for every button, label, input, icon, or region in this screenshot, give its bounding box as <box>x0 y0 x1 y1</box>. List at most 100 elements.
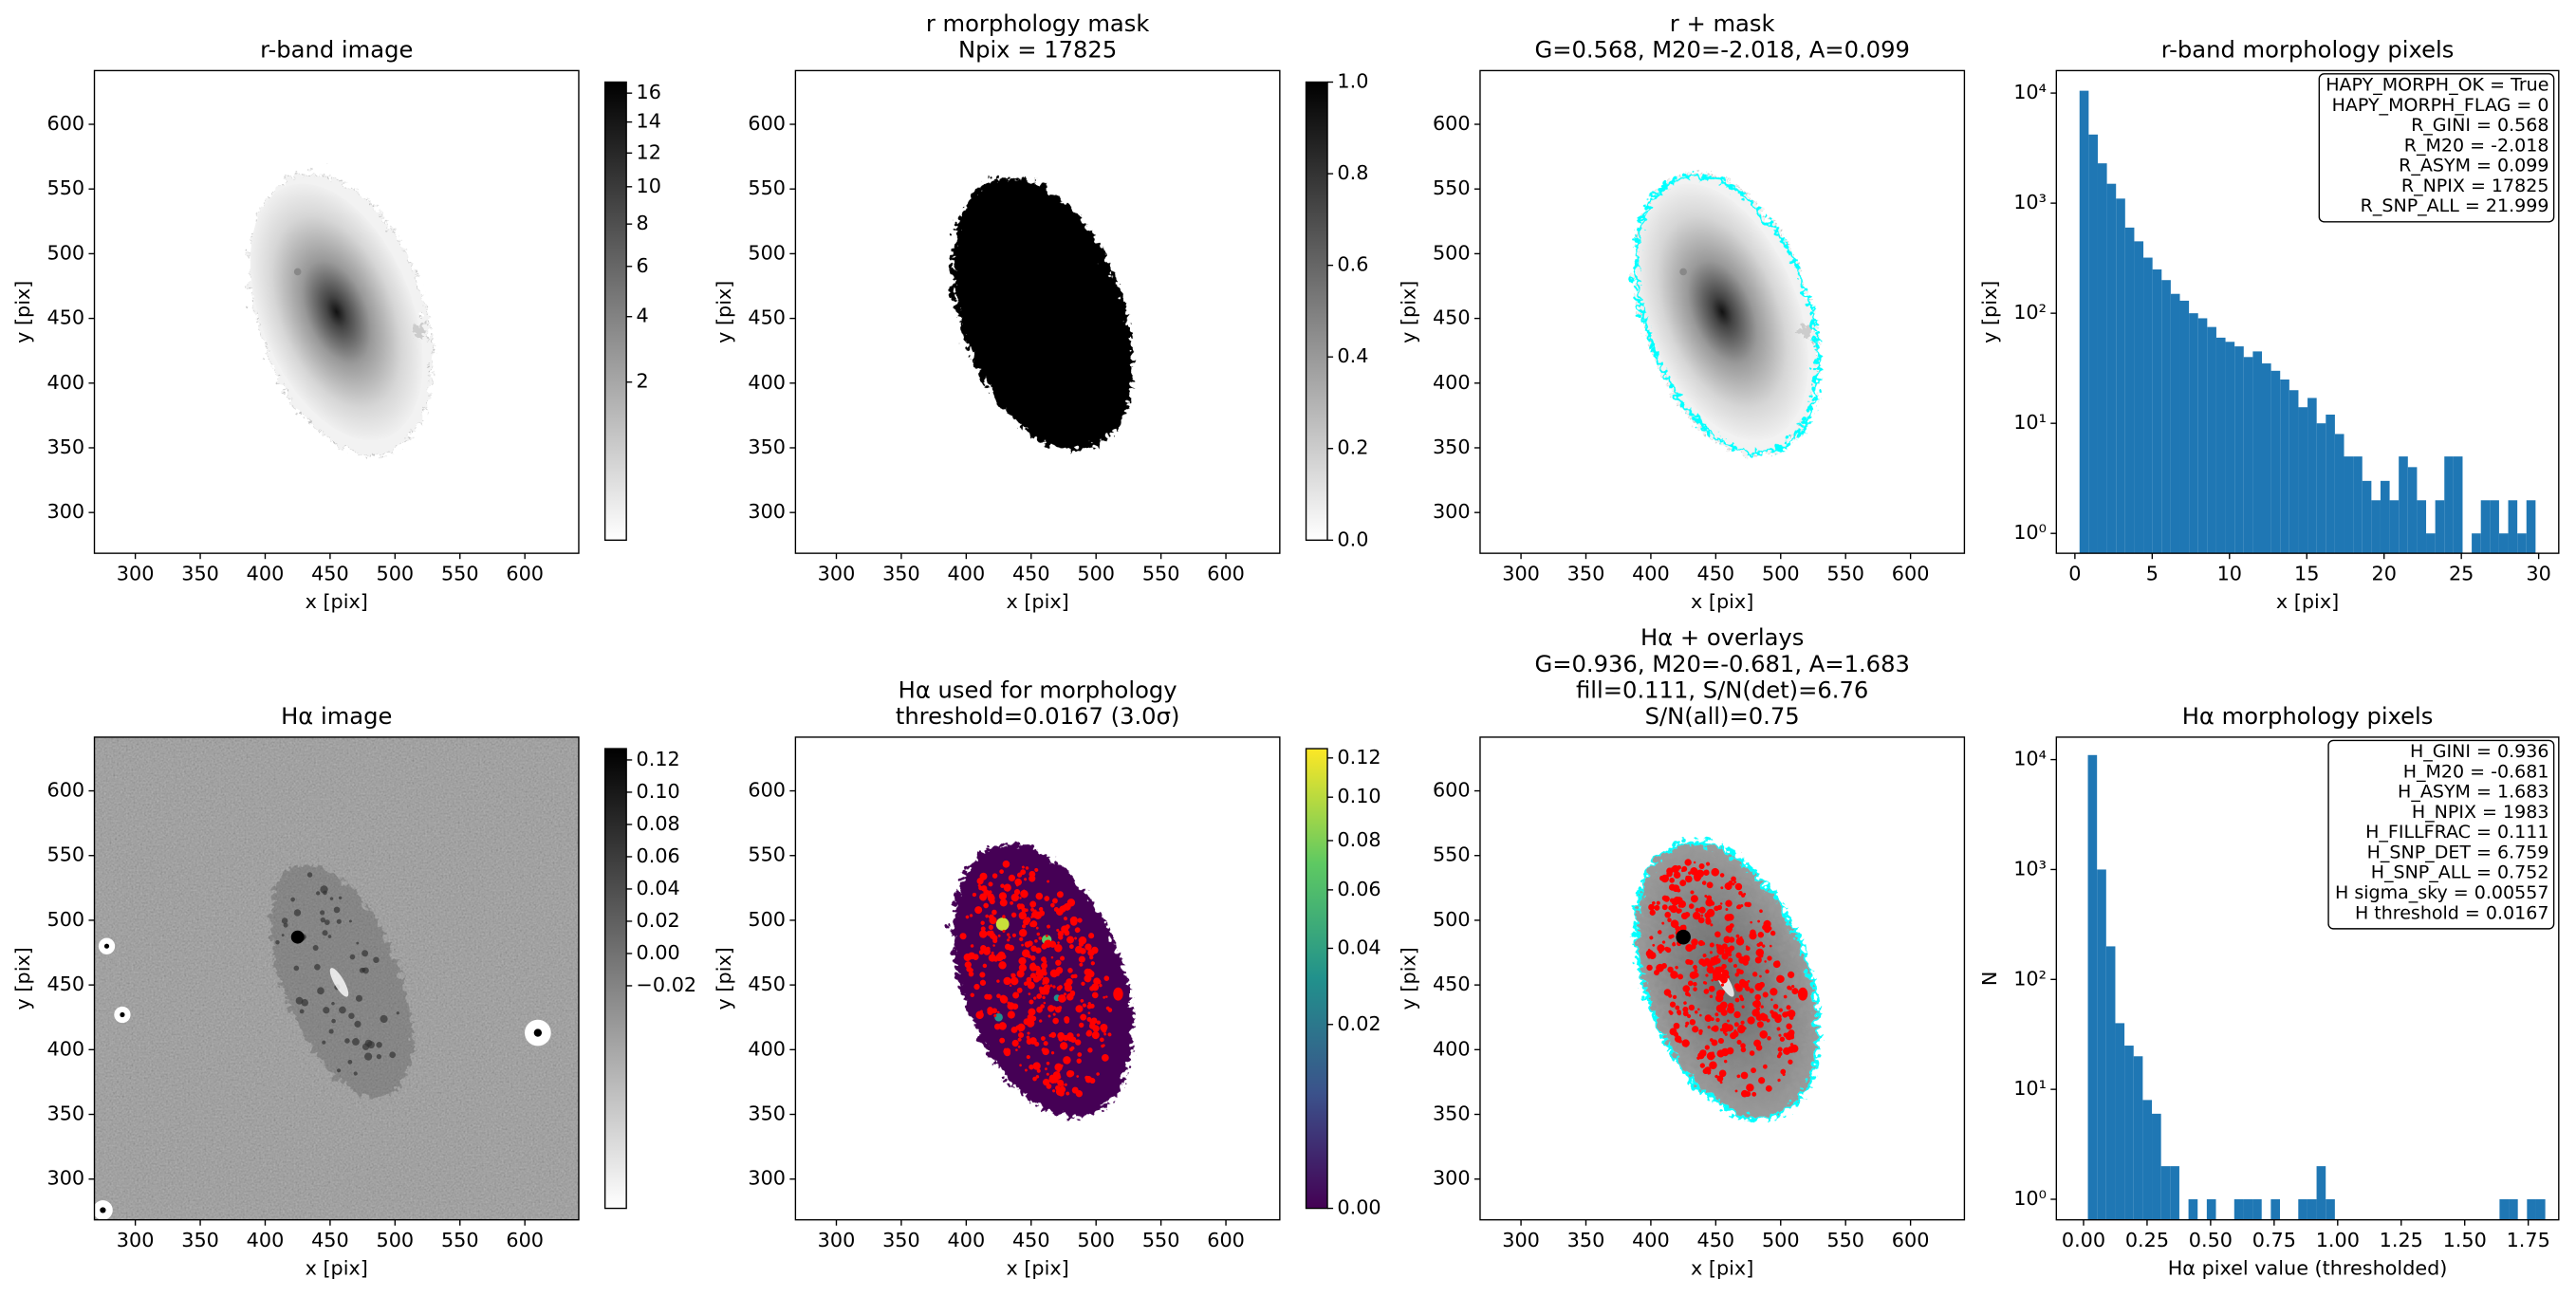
detected-pixel <box>1776 974 1785 984</box>
detected-pixel <box>1076 1033 1081 1037</box>
detected-pixel <box>1047 924 1050 929</box>
bar <box>2517 533 2527 554</box>
detected-pixel <box>1777 1078 1781 1083</box>
bar <box>2134 241 2144 554</box>
detected-pixel <box>1713 1055 1715 1058</box>
y-tick-label: 550 <box>1433 843 1471 866</box>
detected-pixel <box>1680 912 1689 920</box>
axes-frame <box>2055 736 2560 1221</box>
detected-pixel <box>1045 1067 1047 1071</box>
detected-pixel <box>1699 1013 1702 1017</box>
detected-pixel <box>1663 896 1670 902</box>
detected-pixel <box>1646 964 1653 972</box>
detected-pixel <box>1714 966 1720 973</box>
detected-pixel <box>1035 947 1042 954</box>
detected-pixel <box>1077 1052 1083 1057</box>
detected-pixel <box>1740 1020 1745 1025</box>
detected-pixel <box>1085 1079 1090 1083</box>
stats-line: H_ASYM = 1.683 <box>2398 782 2548 803</box>
detected-pixel <box>1047 1005 1055 1012</box>
panel-title: r-band morphology pixels <box>2161 37 2455 64</box>
detected-pixel <box>997 951 1006 959</box>
detected-pixel <box>1740 1047 1747 1053</box>
detected-pixel <box>978 930 988 938</box>
detected-pixel <box>1787 971 1795 979</box>
y-tick-label: 10¹ <box>2013 411 2047 434</box>
image <box>1629 838 1816 1119</box>
x-axis-label: x [pix] <box>306 1257 368 1280</box>
detected-pixel <box>1018 1028 1022 1032</box>
detected-pixel <box>1759 1029 1769 1039</box>
y-tick-label: 300 <box>1433 1167 1471 1190</box>
detected-pixel <box>1770 1010 1774 1014</box>
detected-pixel <box>1721 969 1730 977</box>
detected-pixel <box>1054 944 1063 953</box>
bar <box>2307 1198 2317 1220</box>
colorbar-tick-label: 0.10 <box>1337 785 1381 807</box>
detected-pixel <box>1726 1006 1735 1014</box>
colorbar-tick-label: 0.08 <box>637 812 680 835</box>
bar <box>2326 414 2335 554</box>
detected-pixel <box>1080 1013 1087 1021</box>
detected-pixel <box>1029 999 1034 1005</box>
detected-pixel <box>1086 1016 1092 1022</box>
y-tick-label: 10² <box>2013 967 2047 990</box>
emission-knot <box>353 1071 358 1076</box>
y-tick-label: 600 <box>47 779 85 802</box>
detected-pixel <box>1704 1014 1713 1023</box>
detected-pixel <box>1063 992 1067 996</box>
detected-pixel <box>980 920 985 925</box>
star-core <box>533 1028 543 1037</box>
detected-pixel <box>1741 1005 1745 1009</box>
detected-pixel <box>1718 1069 1727 1078</box>
detected-pixel <box>1077 917 1083 923</box>
detected-pixel <box>1764 960 1767 963</box>
detected-pixel <box>1068 944 1074 950</box>
detected-pixel <box>1076 1058 1082 1064</box>
detected-pixel <box>1049 984 1053 988</box>
emission-knot <box>355 994 362 1002</box>
detected-pixel <box>1704 1045 1710 1050</box>
detected-pixel <box>1710 956 1716 964</box>
x-axis-label: Hα pixel value (thresholded) <box>2168 1257 2448 1280</box>
detected-pixel <box>1720 886 1724 890</box>
detected-pixel <box>997 934 1001 937</box>
detected-pixel <box>1105 995 1108 998</box>
detected-pixel <box>1697 1051 1705 1060</box>
detected-pixel <box>1745 945 1749 949</box>
detected-pixel <box>1719 1028 1724 1032</box>
emission-knot <box>306 872 313 878</box>
detected-pixel <box>1669 1001 1677 1008</box>
x-tick-label: 300 <box>117 563 155 585</box>
detected-pixel <box>1717 1037 1725 1045</box>
detected-pixel <box>1770 988 1778 996</box>
x-tick-label: 600 <box>1207 1229 1245 1251</box>
y-tick-label: 450 <box>1433 973 1471 995</box>
x-tick-label: 550 <box>1826 1229 1864 1251</box>
emission-knot <box>336 918 342 924</box>
detected-pixel <box>1004 1049 1011 1057</box>
x-tick-label: 350 <box>1567 1229 1605 1251</box>
detected-pixel <box>1688 959 1694 966</box>
detected-pixel <box>1759 909 1763 914</box>
detected-pixel <box>1042 995 1046 1000</box>
detected-pixel <box>983 902 989 909</box>
bar <box>2526 500 2536 554</box>
x-axis-label: x [pix] <box>1006 590 1068 613</box>
colorbar <box>603 81 627 541</box>
detected-pixel <box>1738 1028 1743 1033</box>
detected-pixel <box>1739 936 1743 939</box>
detected-pixel <box>1767 926 1772 931</box>
detected-pixel <box>1722 979 1726 983</box>
detected-pixel <box>1750 929 1756 936</box>
detected-pixel <box>1038 936 1043 940</box>
detected-pixel <box>1733 1022 1739 1028</box>
detected-pixel <box>973 983 980 991</box>
detected-pixel <box>1751 972 1758 977</box>
y-tick-label: 500 <box>1433 908 1471 931</box>
detected-pixel <box>1101 1053 1109 1062</box>
detected-pixel <box>1068 1047 1073 1052</box>
emission-knot <box>339 1006 346 1014</box>
detected-pixel <box>959 933 967 940</box>
detected-pixel <box>1035 970 1042 977</box>
